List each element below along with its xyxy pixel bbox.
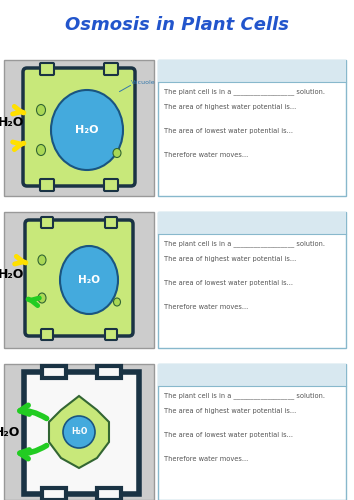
Ellipse shape [114, 298, 120, 306]
Text: H₂O: H₂O [0, 268, 24, 281]
Bar [97, 488, 121, 500]
Text: The area of highest water potential is...: The area of highest water potential is..… [164, 408, 296, 414]
Text: Therefore water moves...: Therefore water moves... [164, 456, 248, 462]
Bar [158, 212, 346, 348]
Ellipse shape [51, 90, 123, 170]
Text: The area of lowest water potential is...: The area of lowest water potential is... [164, 432, 293, 438]
Text: The area of lowest water potential is...: The area of lowest water potential is... [164, 280, 293, 286]
Bar [4, 212, 154, 348]
Ellipse shape [38, 255, 46, 265]
Bar [158, 364, 346, 500]
Bar [158, 364, 346, 386]
Text: The plant cell is in a __________________ solution.: The plant cell is in a _________________… [164, 392, 325, 399]
FancyBboxPatch shape [104, 179, 118, 191]
Text: The plant cell is in a __________________ solution.: The plant cell is in a _________________… [164, 240, 325, 246]
Bar [97, 366, 121, 378]
Text: H₂O: H₂O [78, 275, 100, 285]
Text: H₂O: H₂O [0, 426, 20, 438]
Text: The area of lowest water potential is...: The area of lowest water potential is... [164, 128, 293, 134]
Ellipse shape [38, 293, 46, 303]
Text: Therefore water moves...: Therefore water moves... [164, 304, 248, 310]
Bar [4, 364, 154, 500]
Bar [158, 60, 346, 196]
Text: H₂O: H₂O [0, 116, 24, 130]
FancyBboxPatch shape [24, 372, 139, 494]
FancyBboxPatch shape [40, 63, 54, 75]
FancyBboxPatch shape [41, 217, 53, 228]
Ellipse shape [36, 144, 46, 156]
Bar [42, 366, 66, 378]
FancyBboxPatch shape [40, 179, 54, 191]
Ellipse shape [63, 416, 95, 448]
FancyBboxPatch shape [25, 220, 133, 336]
FancyBboxPatch shape [105, 217, 117, 228]
Text: H₂O: H₂O [75, 125, 99, 135]
Text: Vacuole: Vacuole [131, 80, 156, 84]
Text: Osmosis in Plant Cells: Osmosis in Plant Cells [65, 16, 289, 34]
Bar [158, 60, 346, 82]
Ellipse shape [36, 104, 46, 116]
FancyBboxPatch shape [104, 63, 118, 75]
Text: The area of highest water potential is...: The area of highest water potential is..… [164, 256, 296, 262]
Bar [4, 60, 154, 196]
Ellipse shape [60, 246, 118, 314]
Bar [158, 212, 346, 234]
Bar [42, 488, 66, 500]
Text: The plant cell is in a __________________ solution.: The plant cell is in a _________________… [164, 88, 325, 95]
FancyBboxPatch shape [41, 329, 53, 340]
Text: The area of highest water potential is...: The area of highest water potential is..… [164, 104, 296, 110]
FancyBboxPatch shape [105, 329, 117, 340]
Polygon shape [49, 396, 109, 468]
Text: Therefore water moves...: Therefore water moves... [164, 152, 248, 158]
Ellipse shape [113, 148, 121, 158]
FancyBboxPatch shape [23, 68, 135, 186]
Text: H₂O: H₂O [71, 428, 87, 436]
